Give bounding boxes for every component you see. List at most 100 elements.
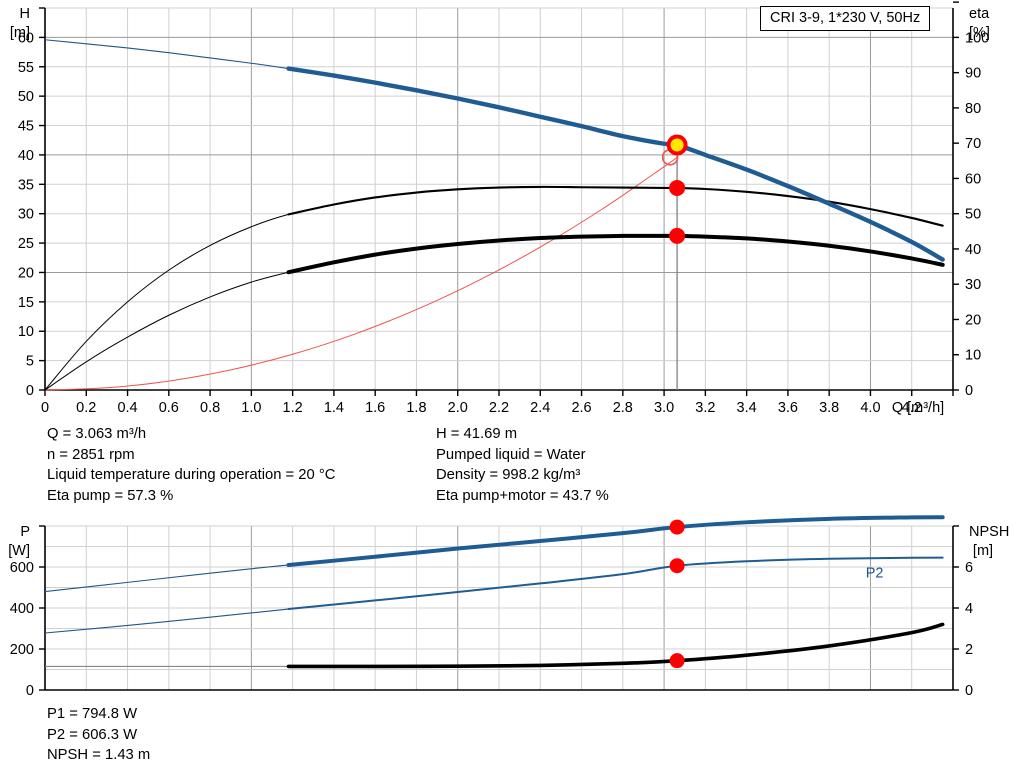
x-tick-label: 0.6 — [159, 400, 179, 416]
info-right-line-1: Pumped liquid = Water — [436, 446, 586, 463]
y-axis-left-title: H — [20, 6, 30, 22]
y-tick-label-left: 25 — [18, 236, 34, 252]
operating-info-right: H = 41.69 m Pumped liquid = Water Density … — [436, 424, 609, 506]
x-tick-label: 0.4 — [117, 400, 137, 416]
y-tick-label-right: 100 — [965, 30, 989, 46]
x-tick-label: 3.4 — [737, 400, 757, 416]
npsh-curve-thin — [45, 623, 943, 667]
y-tick-label-right: 50 — [965, 207, 981, 223]
info-left-line-3: Eta pump = 57.3 % — [47, 487, 174, 504]
head-eta-chart: 0 5 10 15 20 25 30 35 40 45 50 55 60 0 10 20 30 40 50 60 70 8… — [10, 1, 990, 416]
y-axis-left-unit: [W] — [8, 543, 30, 559]
y-axis-left-unit: [m] — [10, 25, 30, 41]
y-tick-label-right: 0 — [965, 683, 973, 699]
x-tick-label: 0.2 — [76, 400, 96, 416]
eta-pump-motor-curve — [286, 233, 945, 275]
y-tick-label-left: 45 — [18, 119, 34, 135]
eta-pump-motor-curve-thin — [44, 235, 943, 391]
eta-pump-motor-marker — [669, 227, 686, 244]
p2-label: P2 — [866, 566, 884, 582]
y-tick-label-right: 40 — [965, 242, 981, 258]
y-tick-label-left: 0 — [26, 683, 34, 699]
y-tick-label-left: 50 — [18, 89, 34, 105]
y-tick-label-right: 0 — [965, 383, 973, 399]
y-tick-label-right: 70 — [965, 136, 981, 152]
x-tick-label: 0.8 — [200, 400, 220, 416]
x-tick-label: 1.6 — [365, 400, 385, 416]
info-left-line-1: n = 2851 rpm — [47, 446, 135, 463]
y-tick-label-left: 10 — [18, 324, 34, 340]
x-tick-label: 2.4 — [530, 400, 550, 416]
head-curve-thin — [44, 39, 943, 261]
p1-curve — [286, 515, 945, 567]
y-axis-right-title: eta — [969, 6, 990, 22]
y-tick-label-right: 90 — [965, 66, 981, 82]
y-tick-label-left: 35 — [18, 177, 34, 193]
y-tick-label-left: 5 — [26, 354, 34, 370]
info-left-line-2: Liquid temperature during operation = 20… — [47, 467, 336, 483]
y-tick-label-left: 60 — [18, 30, 34, 46]
pump-model-title: CRI 3-9, 1*230 V, 50Hz — [760, 6, 931, 31]
y-tick-label-left: 40 — [18, 148, 34, 164]
x-tick-label: 2.6 — [571, 400, 591, 416]
info-left-line-0: Q = 3.063 m³/h — [47, 426, 147, 442]
power-npsh-info: P1 = 794.8 W P2 = 606.3 W NPSH = 1.43 m — [47, 704, 150, 766]
info-right-line-3: Eta pump+motor = 43.7 % — [436, 487, 609, 504]
y-tick-label-left: 20 — [18, 265, 34, 281]
y-tick-label-left: 55 — [18, 60, 34, 76]
duty-point-marker — [670, 138, 684, 152]
y-axis-right-unit: [%] — [969, 25, 990, 41]
y-tick-label-right: 30 — [965, 277, 981, 293]
y-tick-label-left: 600 — [10, 560, 34, 576]
head-curve — [286, 66, 945, 262]
x-tick-label: 4.0 — [860, 400, 880, 416]
x-tick-label: 3.2 — [695, 400, 715, 416]
y-tick-label-left: 400 — [10, 601, 34, 617]
y-tick-label-right: 60 — [965, 171, 981, 187]
x-axis-title: Q [m³/h] — [892, 400, 944, 416]
p1-marker — [669, 519, 685, 535]
y-tick-label-left: 200 — [10, 642, 34, 658]
y-axis-right-unit: [m] — [973, 543, 993, 559]
x-tick-label: 0 — [41, 400, 49, 416]
info-bottom-line-0: P1 = 794.8 W — [47, 706, 138, 722]
info-bottom-line-1: P2 = 606.3 W — [47, 726, 138, 743]
x-tick-label: 4.2 — [902, 400, 922, 416]
system-curve — [44, 156, 678, 391]
y-tick-label-right: 2 — [965, 642, 973, 658]
p2-marker — [669, 558, 685, 574]
p2-curve-thin — [44, 557, 943, 634]
info-right-line-0: H = 41.69 m — [436, 426, 518, 442]
x-tick-label: 3.0 — [654, 400, 674, 416]
eta-pump-curve-thin — [44, 186, 943, 391]
x-tick-label: 2.0 — [448, 400, 468, 416]
eta-pump-marker — [669, 179, 686, 196]
p2-curve — [287, 556, 944, 611]
x-tick-label: 1.2 — [283, 400, 303, 416]
x-tick-label: 2.2 — [489, 400, 509, 416]
y-tick-label-left: 15 — [18, 295, 34, 311]
npsh-curve — [286, 622, 945, 669]
eta-pump-curve — [287, 185, 944, 227]
x-tick-label: 1.8 — [406, 400, 426, 416]
y-tick-label-right: 6 — [965, 560, 973, 576]
y-tick-label-left: 0 — [26, 383, 34, 399]
y-tick-label-right: 20 — [965, 312, 981, 328]
y-tick-label-right: 80 — [965, 101, 981, 117]
info-right-line-2: Density = 998.2 kg/m³ — [436, 467, 581, 483]
npsh-marker — [669, 653, 685, 669]
x-tick-label: 1.4 — [324, 400, 344, 416]
x-tick-label: 3.6 — [778, 400, 798, 416]
y-tick-label-right: 10 — [965, 348, 981, 364]
p1-curve-thin — [44, 516, 943, 593]
chart1-group: 0 5 10 15 20 25 30 35 40 45 50 55 60 0 10 20 30 40 50 60 70 8… — [10, 1, 990, 416]
y-tick-label-left: 30 — [18, 207, 34, 223]
y-axis-left-title: P — [20, 524, 30, 540]
y-tick-label-right: 4 — [965, 601, 973, 617]
x-tick-label: 1.0 — [241, 400, 261, 416]
y-axis-right-title: NPSH — [969, 524, 1009, 540]
info-bottom-line-2: NPSH = 1.43 m — [47, 747, 151, 763]
